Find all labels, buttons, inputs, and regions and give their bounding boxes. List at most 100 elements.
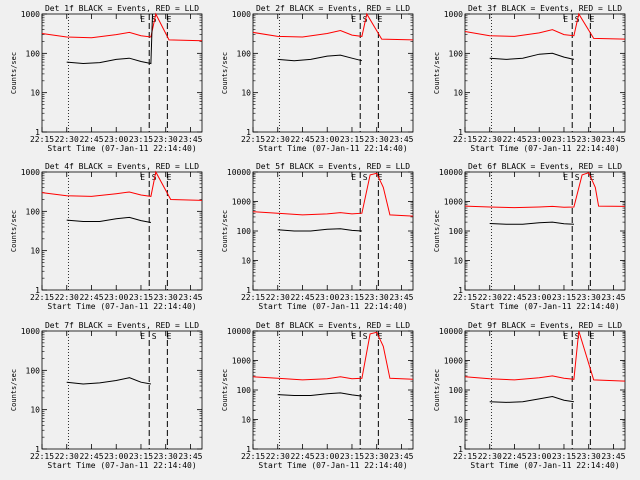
x-tick-label: 23:00 — [527, 452, 551, 461]
x-tick-label: 22:45 — [290, 135, 314, 144]
marker-label: E — [378, 15, 383, 24]
y-axis-label: Counts/sec — [10, 210, 18, 252]
marker-label: E — [167, 173, 172, 182]
plot-frame — [464, 330, 626, 450]
marker-label: S — [575, 332, 580, 341]
y-tick-label: 1 — [246, 445, 251, 454]
y-tick-label: 10 — [30, 406, 40, 415]
y-tick-label: 1000 — [21, 168, 40, 177]
y-axis-label: Counts/sec — [10, 369, 18, 411]
x-tick-label: 22:15 — [453, 135, 477, 144]
plot-frame — [464, 13, 626, 133]
y-tick-label: 10000 — [439, 168, 463, 177]
panel-title: Det 5f BLACK = Events, RED = LLD — [256, 162, 410, 171]
y-tick-label: 10 — [453, 416, 463, 425]
x-tick-label: 23:45 — [178, 135, 202, 144]
y-tick-label: 1 — [35, 445, 40, 454]
y-tick-label: 10000 — [227, 168, 251, 177]
x-axis-label: Start Time (07-Jan-11 22:14:40) — [47, 144, 196, 153]
panel-2: Det 2f BLACK = Events, RED = LLD 1 10 100 10… — [221, 4, 414, 153]
x-tick-label: 23:30 — [365, 135, 389, 144]
plot-frame — [41, 13, 203, 133]
marker-label: E — [563, 332, 568, 341]
x-tick-label: 23:30 — [577, 452, 601, 461]
y-axis-label: Counts/sec — [433, 210, 441, 252]
x-tick-label: 23:45 — [389, 135, 413, 144]
x-tick-label: 22:15 — [453, 452, 477, 461]
x-tick-label: 22:45 — [79, 135, 103, 144]
marker-label: E — [140, 332, 145, 341]
y-tick-label: 100 — [26, 49, 41, 58]
x-tick-label: 22:30 — [266, 293, 290, 302]
y-tick-label: 100 — [449, 227, 464, 236]
x-axis-label: Start Time (07-Jan-11 22:14:40) — [258, 302, 407, 311]
x-tick-label: 22:45 — [79, 452, 103, 461]
x-tick-label: 23:15 — [552, 293, 576, 302]
panel-8: Det 8f BLACK = Events, RED = LLD 1 10 100 10… — [221, 321, 414, 470]
x-tick-label: 23:15 — [340, 293, 364, 302]
y-tick-label: 10000 — [227, 327, 251, 336]
panel-title: Det 7f BLACK = Events, RED = LLD — [45, 321, 199, 330]
x-tick-label: 22:15 — [241, 452, 265, 461]
y-tick-label: 100 — [26, 207, 41, 216]
series-lld — [41, 12, 203, 42]
y-axis-label: Counts/sec — [10, 52, 18, 94]
x-tick-label: 23:00 — [104, 293, 128, 302]
y-axis-label: Counts/sec — [221, 369, 229, 411]
panel-5: Det 5f BLACK = Events, RED = LLD 1 10 100 10… — [221, 162, 414, 311]
x-tick-label: 22:45 — [502, 135, 526, 144]
x-tick-label: 23:00 — [315, 452, 339, 461]
x-tick-label: 23:45 — [178, 293, 202, 302]
x-tick-label: 22:45 — [290, 452, 314, 461]
x-tick-label: 23:15 — [129, 293, 153, 302]
plot-frame — [41, 330, 203, 450]
panel-title: Det 4f BLACK = Events, RED = LLD — [45, 162, 199, 171]
x-tick-label: 22:45 — [502, 452, 526, 461]
x-tick-label: 23:15 — [340, 452, 364, 461]
x-tick-label: 22:15 — [30, 293, 54, 302]
x-axis-label: Start Time (07-Jan-11 22:14:40) — [470, 461, 619, 470]
x-tick-label: 23:15 — [129, 135, 153, 144]
y-tick-label: 10 — [453, 257, 463, 266]
panel-title: Det 6f BLACK = Events, RED = LLD — [468, 162, 622, 171]
x-tick-label: 23:00 — [104, 452, 128, 461]
x-axis-label: Start Time (07-Jan-11 22:14:40) — [47, 461, 196, 470]
x-tick-label: 23:00 — [315, 293, 339, 302]
x-tick-label: 22:30 — [478, 452, 502, 461]
y-axis-label: Counts/sec — [433, 52, 441, 94]
x-tick-label: 23:30 — [577, 135, 601, 144]
series-events — [489, 221, 574, 225]
y-tick-label: 100 — [237, 49, 252, 58]
y-tick-label: 1 — [458, 128, 463, 137]
series-events — [277, 54, 363, 62]
x-tick-label: 23:30 — [365, 293, 389, 302]
marker-label: E — [590, 15, 595, 24]
y-tick-label: 1000 — [444, 198, 463, 207]
panel-title: Det 2f BLACK = Events, RED = LLD — [256, 4, 410, 13]
y-tick-label: 1000 — [232, 10, 251, 19]
y-tick-label: 100 — [237, 386, 252, 395]
x-tick-label: 23:45 — [178, 452, 202, 461]
x-tick-label: 23:45 — [389, 452, 413, 461]
marker-label: E — [590, 173, 595, 182]
y-tick-label: 1000 — [21, 10, 40, 19]
marker-label: E — [351, 332, 356, 341]
marker-label: E — [563, 173, 568, 182]
x-tick-label: 23:30 — [365, 452, 389, 461]
x-tick-label: 22:30 — [266, 135, 290, 144]
series-lld — [252, 172, 414, 217]
marker-label: E — [167, 332, 172, 341]
y-tick-label: 1 — [458, 445, 463, 454]
x-tick-label: 23:30 — [154, 293, 178, 302]
x-tick-label: 23:00 — [527, 135, 551, 144]
x-axis-label: Start Time (07-Jan-11 22:14:40) — [47, 302, 196, 311]
y-tick-label: 1 — [246, 128, 251, 137]
x-tick-label: 23:30 — [577, 293, 601, 302]
y-tick-label: 10000 — [439, 327, 463, 336]
x-tick-label: 23:00 — [315, 135, 339, 144]
x-tick-label: 22:45 — [502, 293, 526, 302]
marker-label: E — [167, 15, 172, 24]
x-tick-label: 23:15 — [552, 135, 576, 144]
marker-label: S — [575, 173, 580, 182]
